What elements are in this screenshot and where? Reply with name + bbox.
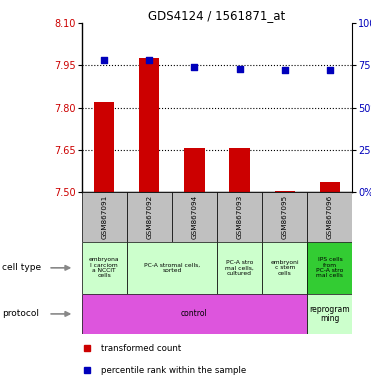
Bar: [307, 294, 352, 334]
Bar: [262, 242, 307, 294]
Bar: [275, 190, 295, 192]
Text: PC-A stro
mal cells,
cultured: PC-A stro mal cells, cultured: [225, 260, 254, 276]
Text: control: control: [181, 310, 208, 318]
Text: transformed count: transformed count: [101, 344, 181, 353]
Point: [101, 57, 107, 63]
Bar: [82, 294, 307, 334]
Text: reprogram
ming: reprogram ming: [309, 305, 350, 323]
Bar: [172, 192, 217, 242]
Bar: [94, 102, 114, 192]
Bar: [229, 148, 250, 192]
Text: protocol: protocol: [2, 310, 39, 318]
Text: GSM867091: GSM867091: [101, 195, 107, 239]
Text: percentile rank within the sample: percentile rank within the sample: [101, 366, 246, 374]
Bar: [307, 242, 352, 294]
Text: IPS cells
from
PC-A stro
mal cells: IPS cells from PC-A stro mal cells: [316, 257, 344, 278]
Text: GSM867095: GSM867095: [282, 195, 288, 239]
Text: GSM867092: GSM867092: [146, 195, 152, 239]
Bar: [217, 192, 262, 242]
Text: PC-A stromal cells,
sorted: PC-A stromal cells, sorted: [144, 263, 200, 273]
Bar: [127, 192, 172, 242]
Point: [237, 66, 243, 72]
Text: cell type: cell type: [2, 263, 41, 272]
Bar: [127, 242, 217, 294]
Bar: [217, 242, 262, 294]
Text: GSM867093: GSM867093: [237, 195, 243, 239]
Point: [282, 67, 288, 73]
Title: GDS4124 / 1561871_at: GDS4124 / 1561871_at: [148, 9, 286, 22]
Point: [146, 57, 152, 63]
Bar: [82, 192, 127, 242]
Text: GSM867096: GSM867096: [327, 195, 333, 239]
Point: [191, 64, 197, 70]
Text: embryona
l carciom
a NCCIT
cells: embryona l carciom a NCCIT cells: [89, 257, 119, 278]
Bar: [320, 182, 340, 192]
Text: embryoni
c stem
cells: embryoni c stem cells: [270, 260, 299, 276]
Bar: [307, 192, 352, 242]
Point: [327, 67, 333, 73]
Bar: [139, 58, 160, 192]
Bar: [82, 242, 127, 294]
Bar: [262, 192, 307, 242]
Text: GSM867094: GSM867094: [191, 195, 197, 239]
Bar: [184, 148, 205, 192]
